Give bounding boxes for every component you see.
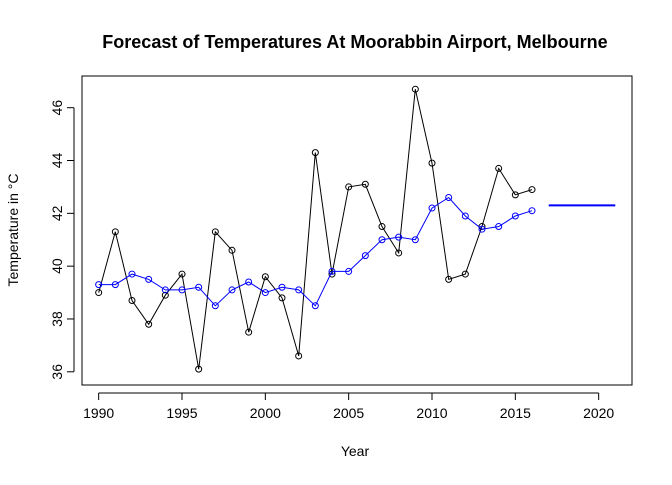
data-point: [311, 302, 319, 310]
data-point: [445, 275, 453, 283]
data-point: [395, 249, 403, 257]
data-point: [478, 225, 486, 233]
x-tick-label: 1995: [166, 405, 197, 421]
data-point: [311, 149, 319, 157]
series-layer: [95, 85, 616, 373]
data-point: [278, 283, 286, 291]
y-tick-label: 36: [49, 364, 65, 380]
data-point: [295, 352, 303, 360]
data-point: [378, 236, 386, 244]
series-line: [98, 196, 533, 307]
x-tick-label: 2005: [333, 405, 364, 421]
data-point: [428, 159, 436, 167]
data-point: [445, 193, 453, 201]
data-point: [195, 365, 203, 373]
data-point: [111, 228, 119, 236]
data-point: [128, 270, 136, 278]
data-point: [495, 223, 503, 231]
data-point: [178, 286, 186, 294]
data-point: [511, 191, 519, 199]
data-point: [95, 289, 103, 297]
data-point: [211, 302, 219, 310]
data-point: [278, 294, 286, 302]
data-point: [495, 164, 503, 172]
data-point: [461, 270, 469, 278]
data-point: [95, 281, 103, 289]
data-point: [261, 289, 269, 297]
y-tick-label: 44: [49, 153, 65, 169]
plot-frame: [81, 75, 633, 386]
x-tick-label: 2020: [583, 405, 614, 421]
y-axis: 36 38 40 42 44 46: [49, 100, 75, 380]
data-point: [411, 85, 419, 93]
data-point: [361, 180, 369, 188]
chart-title: Forecast of Temperatures At Moorabbin Ai…: [102, 32, 607, 52]
y-tick-label: 42: [49, 205, 65, 221]
data-point: [245, 278, 253, 286]
data-point: [145, 275, 153, 283]
data-point: [411, 236, 419, 244]
data-point: [228, 286, 236, 294]
data-point: [195, 283, 203, 291]
data-point: [128, 296, 136, 304]
x-tick-label: 2000: [250, 405, 281, 421]
data-point: [178, 270, 186, 278]
data-point: [295, 286, 303, 294]
y-tick-label: 46: [49, 100, 65, 116]
data-point: [228, 246, 236, 254]
data-point: [378, 223, 386, 231]
y-tick-label: 40: [49, 258, 65, 274]
data-point: [211, 228, 219, 236]
data-point: [245, 328, 253, 336]
data-point: [528, 207, 536, 215]
y-tick-label: 38: [49, 311, 65, 327]
data-point: [395, 233, 403, 241]
data-point: [161, 286, 169, 294]
data-point: [328, 267, 336, 275]
series-1: [95, 193, 536, 310]
x-tick-label: 2010: [416, 405, 447, 421]
data-point: [261, 273, 269, 281]
data-point: [428, 204, 436, 212]
series-0: [95, 85, 536, 373]
data-point: [161, 291, 169, 299]
series-line: [98, 89, 533, 370]
data-point: [111, 281, 119, 289]
data-point: [345, 267, 353, 275]
data-point: [345, 183, 353, 191]
data-point: [511, 212, 519, 220]
x-axis: 1990 1995 2000 2005 2010 2015 2020: [83, 392, 614, 421]
x-axis-label: Year: [341, 443, 370, 459]
x-tick-label: 2015: [500, 405, 531, 421]
y-axis-label: Temperature in °C: [5, 174, 21, 287]
data-point: [361, 252, 369, 260]
data-point: [528, 186, 536, 194]
data-point: [461, 212, 469, 220]
data-point: [145, 320, 153, 328]
x-tick-label: 1990: [83, 405, 114, 421]
